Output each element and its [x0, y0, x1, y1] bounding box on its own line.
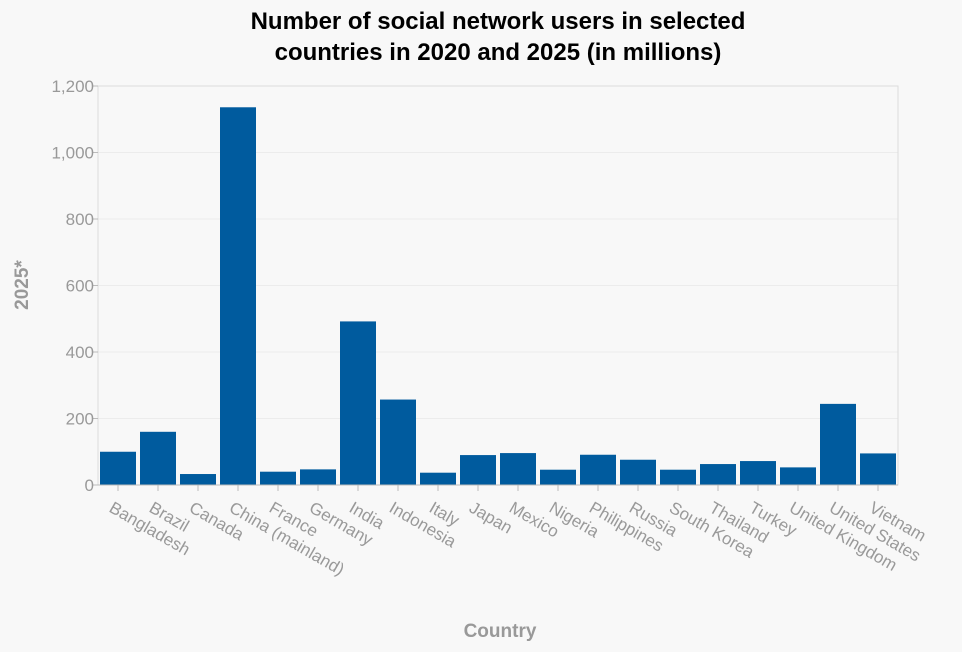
y-tick-label: 600 — [66, 277, 94, 296]
bar — [660, 469, 696, 485]
bar — [700, 464, 736, 485]
bar — [460, 455, 496, 485]
y-tick-label: 0 — [85, 476, 94, 495]
chart-title-line-2: countries in 2020 and 2025 (in millions) — [275, 39, 722, 66]
y-axis-ticks: 0 200 400 600 800 1,000 1,200 — [51, 77, 98, 495]
bars — [100, 107, 896, 485]
y-axis-label: 2025* — [12, 260, 33, 310]
y-tick-label: 200 — [66, 410, 94, 429]
bar — [220, 107, 256, 485]
bar — [580, 454, 616, 485]
y-tick-label: 1,000 — [51, 144, 94, 163]
bar — [140, 431, 176, 485]
bar — [180, 474, 216, 485]
bar — [620, 459, 656, 485]
bar — [100, 451, 136, 485]
bar — [820, 403, 856, 485]
x-tick-label: Japan — [466, 498, 516, 538]
bar — [740, 461, 776, 485]
bar — [500, 453, 536, 485]
y-tick-label: 1,200 — [51, 77, 94, 96]
bar — [860, 453, 896, 485]
gridlines — [98, 152, 898, 419]
bar — [380, 399, 416, 485]
chart-title-line-1: Number of social network users in select… — [251, 8, 746, 35]
bar — [340, 321, 376, 485]
y-tick-label: 800 — [66, 210, 94, 229]
y-tick-label: 400 — [66, 343, 94, 362]
bar — [780, 467, 816, 485]
bar — [540, 469, 576, 485]
bar — [420, 472, 456, 485]
x-axis-label: Country — [464, 621, 537, 642]
bar — [260, 471, 296, 485]
bar — [300, 469, 336, 485]
